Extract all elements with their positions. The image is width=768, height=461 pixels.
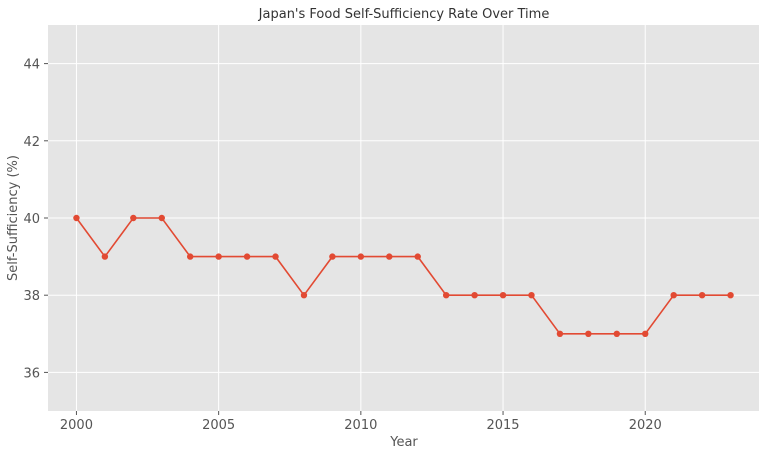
data-point — [585, 330, 592, 337]
data-point — [300, 292, 308, 299]
x-tick-label: 2015 — [486, 418, 519, 433]
data-point — [698, 292, 706, 299]
y-tick-label: 40 — [23, 212, 40, 227]
data-point — [556, 330, 564, 337]
data-point — [727, 292, 734, 299]
data-point — [642, 330, 649, 337]
x-tick-label: 2000 — [60, 418, 93, 433]
data-point — [215, 253, 222, 260]
data-point — [528, 292, 535, 299]
data-point — [442, 292, 450, 299]
y-tick-label: 38 — [23, 289, 40, 304]
series-line — [75, 217, 731, 335]
data-point — [272, 253, 279, 260]
chart-title: Japan's Food Self-Sufficiency Rate Over … — [258, 7, 550, 22]
data-point — [101, 253, 109, 260]
x-axis-label: Year — [389, 435, 418, 450]
gridlines — [48, 25, 759, 411]
data-point — [243, 253, 251, 260]
data-point — [386, 253, 393, 260]
data-point — [613, 330, 620, 337]
series-layer — [73, 214, 734, 337]
data-point — [73, 214, 80, 222]
tick-marks — [44, 63, 646, 415]
x-tick-label: 2010 — [344, 418, 377, 433]
data-point — [471, 292, 478, 299]
data-point — [670, 292, 677, 299]
data-point — [357, 253, 365, 260]
y-tick-label: 42 — [23, 135, 40, 150]
y-tick-label: 44 — [23, 58, 40, 73]
y-tick-label: 36 — [23, 366, 40, 381]
data-point — [414, 253, 421, 260]
x-tick-label: 2005 — [202, 418, 235, 433]
data-point — [187, 253, 194, 260]
data-point — [329, 253, 336, 260]
x-tick-label: 2020 — [629, 418, 662, 433]
data-point — [499, 292, 507, 299]
data-point — [158, 214, 165, 222]
y-axis-label: Self-Sufficiency (%) — [6, 155, 21, 281]
data-point — [130, 214, 137, 222]
